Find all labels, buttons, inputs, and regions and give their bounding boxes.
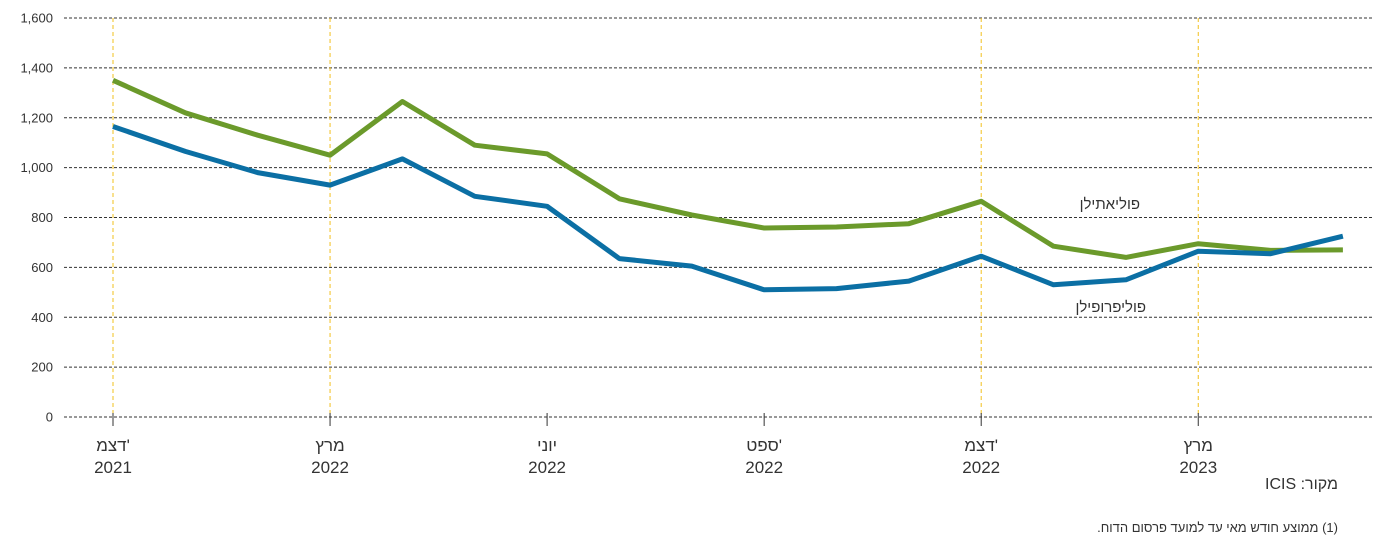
footnote: (1) ממוצע חודש מאי עד למועד פרסום הדוח. — [1097, 520, 1338, 535]
x-tick-label-year: 2023 — [1179, 458, 1217, 477]
x-tick-label-year: 2022 — [528, 458, 566, 477]
source-note: מקור: ICIS — [1265, 476, 1338, 493]
series-line-polyethylene — [111, 78, 1343, 260]
series-label-polypropylene: פוליפרופילן — [1075, 299, 1146, 316]
y-tick-label: 1,600 — [20, 11, 53, 26]
x-tick-label-month: יוני — [537, 436, 557, 455]
x-tick-label-month: מרץ — [315, 436, 344, 455]
y-axis-ticks: 0 200 400 600 800 1,000 1,200 1,400 1,600 — [20, 11, 53, 425]
x-tick-label-month: מרץ — [1184, 436, 1213, 455]
y-tick-label: 400 — [31, 310, 53, 325]
y-tick-label: 200 — [31, 360, 53, 375]
y-tick-label: 1,200 — [20, 110, 53, 125]
x-tick-label-year: 2022 — [962, 458, 1000, 477]
y-tick-label: 1,400 — [20, 60, 53, 75]
series-line-polypropylene — [112, 124, 1344, 293]
series-label-polyethylene: פוליאתילן — [1080, 196, 1140, 213]
y-tick-label: 600 — [31, 260, 53, 275]
y-tick-label: 0 — [46, 410, 53, 425]
x-tick-label-month: דצמ' — [96, 436, 130, 455]
y-tick-label: 800 — [31, 210, 53, 225]
x-tick-label-month: דצמ' — [964, 436, 998, 455]
x-tick-label-year: 2021 — [94, 458, 132, 477]
y-tick-label: 1,000 — [20, 160, 53, 175]
x-highlight-lines — [112, 18, 1199, 417]
series-lines — [111, 78, 1344, 293]
line-chart: 0 200 400 600 800 1,000 1,200 1,400 1,600 דצמ' 20… — [20, 11, 1372, 477]
x-tick-label-month: ספט' — [746, 436, 782, 455]
x-axis-ticks: דצמ' 2021 מרץ 2022 יוני 2022 ספט' 2022 דצמ' 2022 מ… — [94, 413, 1217, 477]
x-tick-label-year: 2022 — [311, 458, 349, 477]
x-tick-label-year: 2022 — [745, 458, 783, 477]
